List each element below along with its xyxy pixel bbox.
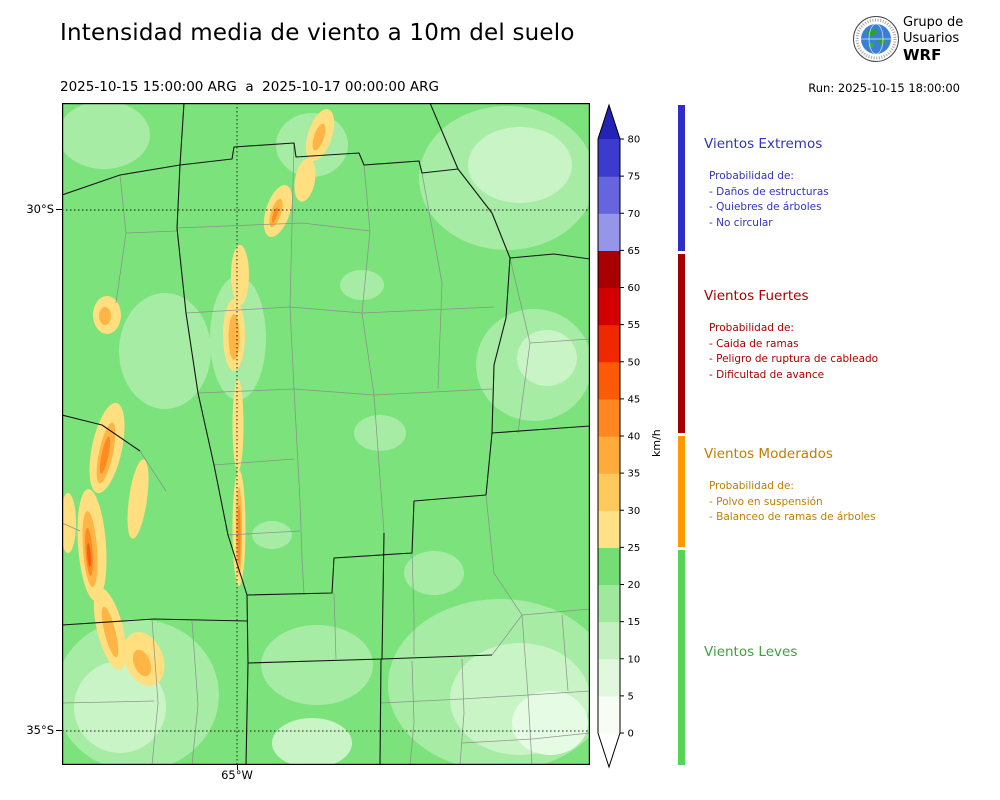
lon-tick-65w-mark [237,765,238,770]
colorbar-segment [598,324,620,363]
province-borders [61,102,591,766]
light-wind-patches [55,101,612,771]
colorbar-tick-label: 25 [628,543,641,554]
legend-prob-title: Probabilidad de: [709,170,794,182]
legend-strip-extremos [678,105,685,251]
legend-category-fuertes: Vientos Fuertes Probabilidad de: - Caida… [704,288,878,383]
colorbar-segment [598,621,620,660]
colorbar-tick-label: 20 [628,580,641,591]
logo-text-line3: WRF [903,46,942,64]
lat-tick-35s-mark [56,730,62,731]
legend-title-moderados: Vientos Moderados [704,446,833,462]
legend-strip-fuertes [678,254,685,433]
colorbar-unit-label: km/h [650,429,663,457]
legend-prob-title: Probabilidad de: [709,480,794,492]
lat-tick-35s-label: 35°S [26,723,54,737]
colorbar-segment [598,584,620,623]
legend-category-extremos: Vientos Extremos Probabilidad de: - Daño… [704,136,829,231]
colorbar-over-arrow [598,105,620,139]
colorbar-tick-label: 35 [628,469,641,480]
colorbar-segment [598,213,620,251]
department-borders [61,142,591,766]
colorbar-tick-label: 80 [628,135,641,146]
colorbar-segment [598,139,620,177]
colorbar-segment [598,436,620,474]
colorbar-tick-label: 65 [628,246,641,257]
logo-text-line2: Usuarios [903,31,960,46]
colorbar-tick-label: 30 [628,506,641,517]
colorbar-tick-label: 5 [628,691,634,702]
legend-item: - Peligro de ruptura de cableado [709,353,879,365]
colorbar-tick-label: 40 [628,432,641,443]
colorbar-segment [598,287,620,326]
legend-category-leves: Vientos Leves [704,644,797,660]
lon-tick-65w-label: 65°W [221,768,253,782]
colorbar-segment [598,510,620,548]
colorbar-under-arrow [598,733,620,767]
wind-map [55,101,612,771]
legend-item: - No circular [709,216,773,229]
colorbar-segment [598,361,620,400]
legend-prob-title: Probabilidad de: [709,322,794,334]
colorbar-segment [598,473,620,511]
legend-item: - Dificultad de avance [709,368,825,381]
legend-title-leves: Vientos Leves [704,644,798,660]
colorbar-segment [598,250,620,289]
lat-tick-30s-label: 30°S [26,202,54,216]
wrf-logo-icon [853,16,899,62]
weather-map-canvas [55,101,612,771]
colorbar-segment [598,176,620,214]
colorbar-segment [598,398,620,437]
colorbar-segment [598,547,620,586]
colorbar-tick-label: 60 [628,283,641,294]
colorbar-segment [598,695,620,734]
colorbar-tick-label: 55 [628,320,641,331]
legend-item: - Balanceo de ramas de árboles [709,511,876,523]
legend-strip-moderados [678,436,685,547]
colorbar-tick-label: 0 [628,729,634,740]
legend-item: - Daños de estructuras [709,185,829,198]
legend-title-fuertes: Vientos Fuertes [704,288,809,304]
legend-category-moderados: Vientos Moderados Probabilidad de: - Pol… [704,446,876,526]
legend-item: - Polvo en suspensión [709,495,823,508]
run-label: Run: 2025-10-15 18:00:00 [808,81,960,95]
page-title: Intensidad media de viento a 10m del sue… [60,20,575,46]
legend-strip-leves [678,550,685,765]
colorbar-tick-label: 45 [628,394,641,405]
coordinate-gridlines [62,103,590,765]
colorbar-canvas: 0 5 10 15 20 25 30 35 40 45 50 55 60 65 70 75 80 [597,103,641,769]
colorbar-segment [598,658,620,697]
colorbar-tick-label: 10 [628,654,641,665]
map-frame [62,103,590,765]
lat-tick-30s-mark [56,209,62,210]
legend-item: - Quiebres de árboles [709,201,822,213]
colorbar-tick-label: 50 [628,357,641,368]
period-label: 2025-10-15 15:00:00 ARG a 2025-10-17 00:… [60,79,439,95]
logo-text-line1: Grupo de [903,15,964,30]
colorbar-tick-label: 15 [628,617,641,628]
colorbar-tick-label: 70 [628,209,641,220]
colorbar-tick-label: 75 [628,172,641,183]
legend-item: - Caida de ramas [709,337,799,350]
wind-colorbar: 0 5 10 15 20 25 30 35 40 45 50 55 60 65 70 75 80 [597,103,668,777]
legend-title-extremos: Vientos Extremos [704,136,823,152]
